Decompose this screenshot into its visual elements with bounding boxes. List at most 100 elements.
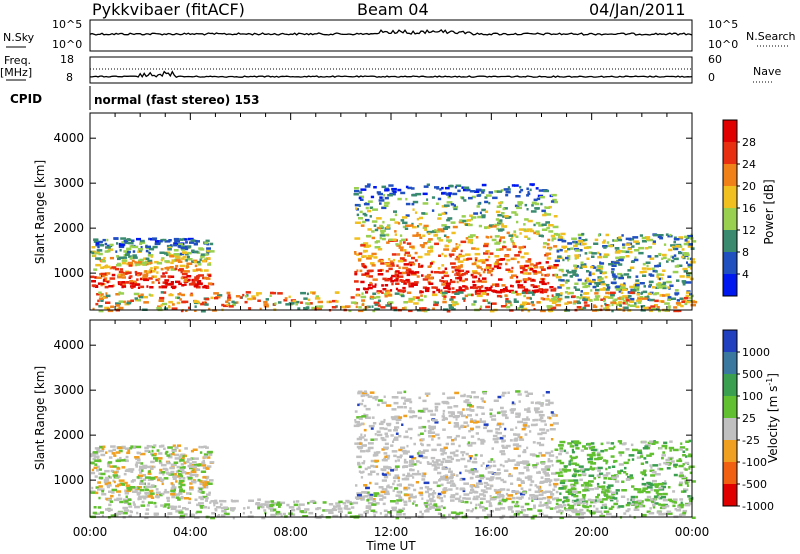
data-cell: [515, 390, 521, 393]
data-cell: [619, 296, 625, 299]
data-cell: [136, 476, 140, 479]
data-cell: [360, 280, 365, 284]
data-cell: [189, 462, 192, 465]
data-cell: [412, 283, 418, 286]
data-cell: [448, 470, 453, 473]
data-cell: [670, 244, 676, 247]
freq-trace: [90, 70, 693, 79]
data-cell: [442, 300, 447, 304]
data-cell: [204, 301, 207, 305]
data-cell: [365, 393, 370, 397]
data-cell: [402, 241, 406, 244]
data-cell: [470, 441, 477, 445]
data-cell: [467, 223, 473, 227]
data-cell: [497, 395, 502, 399]
data-cell: [247, 506, 250, 509]
data-cell: [422, 399, 427, 403]
data-cell: [368, 446, 374, 450]
data-cell: [109, 465, 113, 468]
data-cell: [398, 448, 403, 452]
data-cell: [667, 275, 672, 278]
data-cell: [448, 192, 452, 195]
data-cell: [136, 273, 140, 277]
data-cell: [450, 306, 453, 309]
data-cell: [682, 463, 685, 466]
data-cell: [447, 217, 453, 220]
data-cell: [144, 449, 149, 453]
data-cell: [500, 450, 505, 453]
data-cell: [150, 485, 153, 489]
data-cell: [492, 496, 497, 499]
data-cell: [379, 236, 382, 240]
data-cell: [184, 447, 188, 450]
data-cell: [194, 309, 197, 312]
data-cell: [460, 451, 466, 454]
data-cell: [526, 416, 529, 419]
data-cell: [165, 253, 169, 257]
data-cell: [412, 476, 415, 479]
data-cell: [533, 504, 536, 507]
data-cell: [469, 190, 476, 193]
data-cell: [172, 477, 177, 480]
data-cell: [606, 495, 611, 498]
data-cell: [508, 505, 514, 509]
data-cell: [672, 504, 676, 508]
data-cell: [195, 240, 200, 243]
data-cell: [678, 464, 684, 468]
data-cell: [410, 224, 414, 227]
data-cell: [512, 459, 516, 462]
data-cell: [414, 211, 418, 214]
data-cell: [316, 307, 322, 310]
data-cell: [685, 503, 691, 507]
colorbar-tick-label: 12: [742, 224, 756, 237]
data-cell: [450, 221, 456, 224]
data-cell: [496, 190, 503, 193]
data-cell: [123, 240, 127, 243]
data-cell: [471, 195, 476, 199]
data-cell: [507, 186, 510, 189]
data-cell: [360, 498, 363, 501]
data-cell: [455, 423, 460, 427]
data-cell: [113, 237, 119, 240]
data-cell: [603, 295, 609, 299]
data-cell: [421, 212, 426, 215]
data-cell: [406, 486, 411, 490]
data-cell: [303, 307, 306, 310]
data-cell: [371, 503, 377, 506]
data-cell: [662, 286, 667, 290]
data-cell: [431, 492, 437, 495]
data-cell: [478, 287, 482, 290]
data-cell: [178, 282, 182, 286]
data-cell: [472, 280, 476, 284]
data-cell: [499, 219, 503, 222]
data-cell: [431, 293, 438, 297]
data-cell: [592, 278, 596, 282]
data-cell: [108, 490, 112, 493]
data-cell: [392, 238, 397, 241]
data-cell: [277, 292, 283, 295]
data-cell: [442, 401, 449, 405]
data-cell: [481, 412, 485, 415]
data-cell: [173, 254, 179, 258]
data-cell: [527, 260, 532, 263]
data-cell: [657, 482, 664, 486]
data-cell: [591, 252, 597, 255]
data-cell: [639, 505, 643, 508]
data-cell: [130, 286, 134, 289]
data-cell: [524, 390, 529, 394]
data-cell: [511, 500, 515, 504]
data-cell: [180, 471, 187, 474]
data-cell: [504, 460, 509, 463]
data-cell: [123, 498, 128, 501]
data-cell: [521, 427, 526, 431]
data-cell: [552, 198, 557, 202]
data-cell: [624, 466, 627, 470]
data-cell: [121, 483, 125, 486]
data-cell: [572, 302, 576, 305]
data-cell: [350, 301, 357, 304]
data-cell: [516, 478, 522, 481]
data-cell: [622, 295, 629, 298]
data-cell: [335, 502, 341, 505]
data-cell: [343, 507, 346, 510]
data-cell: [366, 499, 370, 502]
